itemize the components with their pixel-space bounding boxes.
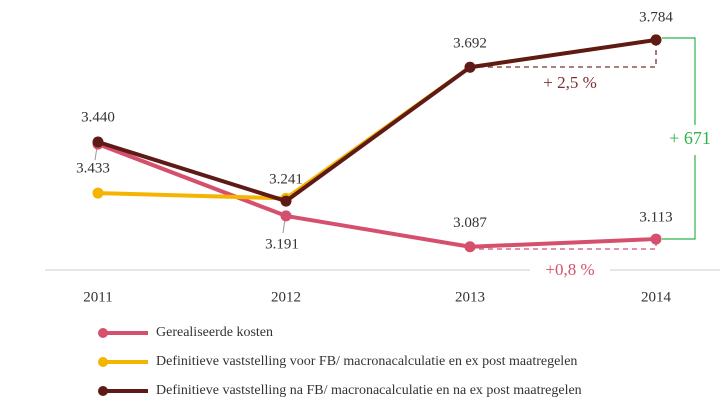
legend-label: Definitieve vaststelling voor FB/ macron… [156, 354, 577, 369]
series-line [97, 37, 657, 204]
data-label: 3.191 [265, 236, 299, 252]
annotation: + 671 [669, 128, 711, 148]
annotation: + 2,5 % [543, 73, 597, 92]
point [92, 136, 104, 148]
bracket-gap [660, 125, 720, 155]
legend-label: Definitieve vaststelling na FB/ macronac… [156, 383, 582, 398]
x-tick-label: 2012 [271, 289, 301, 305]
x-tick-label: 2014 [641, 289, 672, 305]
x-tick-label: 2011 [83, 289, 112, 305]
leader-line [282, 218, 286, 234]
point [650, 233, 662, 245]
label-bg [530, 260, 610, 282]
data-label: 3.692 [453, 36, 487, 52]
point [464, 61, 476, 73]
legend-dot [98, 328, 108, 338]
legend-dot [98, 357, 108, 367]
series-line [97, 142, 657, 249]
legend-dot [98, 386, 108, 396]
point [650, 34, 662, 46]
data-label: 3.241 [269, 172, 303, 188]
point [280, 210, 292, 222]
x-tick-label: 2013 [455, 289, 485, 305]
point [92, 187, 104, 199]
legend-label: Gerealiseerde kosten [156, 325, 273, 340]
data-label: 3.087 [453, 215, 487, 231]
data-label: 3.440 [81, 109, 115, 125]
point [280, 195, 292, 207]
data-label: 3.113 [639, 210, 672, 226]
data-label: 3.784 [639, 9, 673, 25]
data-label: 3.433 [76, 161, 110, 177]
point [464, 241, 476, 253]
annotation: +0,8 % [545, 260, 594, 279]
